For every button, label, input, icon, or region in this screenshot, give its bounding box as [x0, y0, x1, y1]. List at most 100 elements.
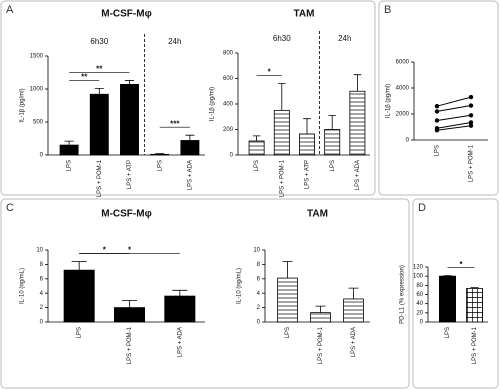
error-bar	[252, 135, 261, 141]
y-tick-label: 1000	[30, 87, 44, 93]
chart-title: TAM	[307, 209, 328, 220]
panel-box	[412, 198, 499, 389]
y-tick-label: 4	[257, 291, 261, 297]
point	[468, 123, 474, 128]
bar	[273, 109, 290, 156]
y-tick-label: 200	[223, 127, 234, 133]
panel-box	[0, 0, 376, 196]
panel-box	[0, 198, 410, 389]
error-bar	[121, 300, 138, 308]
x-tick-label: LPS	[435, 145, 441, 156]
y-tick-label: 20	[416, 310, 423, 316]
x-tick-label: LPS + POM-1	[472, 326, 478, 364]
panel-box	[378, 0, 499, 196]
point	[468, 113, 474, 118]
y-tick-label: 400	[223, 102, 234, 108]
x-tick-label: LPS + POM-1	[469, 144, 475, 182]
y-tick-label: 80	[416, 283, 423, 289]
y-tick-label: 600	[223, 76, 234, 82]
error-bar	[303, 118, 311, 134]
point	[468, 103, 474, 108]
x-tick-label: LPS + ADA	[187, 160, 193, 190]
bar	[114, 307, 146, 323]
panel-label: D	[418, 202, 426, 214]
significance-label: *	[268, 68, 272, 77]
significance-label: **	[96, 65, 103, 74]
bar	[310, 312, 331, 323]
x-tick-label: LPS	[67, 160, 73, 171]
error-bar	[282, 261, 293, 279]
bar	[150, 153, 170, 156]
y-tick-label: 100	[413, 274, 424, 280]
bar	[349, 90, 366, 156]
error-bar	[278, 83, 286, 111]
chart-title: M-CSF-Mφ	[101, 9, 151, 20]
y-tick-label: 0	[40, 153, 44, 159]
chart-title: TAM	[294, 9, 315, 20]
y-tick-label: 120	[413, 265, 424, 271]
x-tick-label: LPS	[330, 160, 336, 171]
group-label: 24h	[168, 37, 181, 46]
y-tick-label: 2	[257, 305, 261, 311]
bar	[120, 83, 139, 156]
y-axis-label: IL-10 (ng/mL)	[20, 268, 26, 304]
point	[434, 104, 440, 109]
point	[434, 128, 440, 133]
y-axis-label: PD-L1 (% expression)	[400, 265, 406, 324]
y-tick-label: 60	[416, 292, 423, 298]
y-tick-label: 0	[420, 320, 424, 326]
significance-label: *	[459, 260, 463, 269]
y-tick-label: 0	[40, 320, 44, 326]
bar	[180, 140, 200, 156]
y-axis-label: IL-10 (ng/mL)	[237, 268, 243, 304]
x-tick-label: LPS	[254, 160, 260, 171]
y-tick-label: 8	[257, 262, 261, 268]
group-label: 6h30	[273, 34, 291, 43]
series-line	[436, 121, 472, 129]
y-axis-label: IL-1β (pg/ml)	[20, 88, 26, 122]
error-bar	[470, 287, 479, 289]
y-tick-label: 4	[40, 291, 44, 297]
error-bar	[185, 134, 195, 141]
point	[468, 120, 474, 125]
significance-label: ***	[170, 119, 180, 128]
series-line	[436, 114, 472, 121]
point	[434, 118, 440, 123]
y-axis-label: IL-1β (pg/ml)	[386, 84, 392, 118]
error-bar	[71, 261, 87, 271]
y-tick-label: 0	[406, 138, 410, 144]
error-bar	[328, 115, 336, 130]
series-line	[436, 96, 472, 107]
error-bar	[64, 140, 74, 146]
y-tick-label: 2000	[396, 112, 410, 118]
x-tick-label: LPS + ADA	[355, 160, 361, 190]
y-tick-label: 6000	[396, 60, 410, 66]
x-tick-label: LPS	[157, 160, 163, 171]
x-tick-label: LPS + ADA	[177, 327, 183, 357]
bar	[248, 140, 265, 156]
bar	[59, 144, 79, 156]
significance-label: **	[81, 72, 88, 81]
error-bar	[348, 287, 359, 299]
panel-label: A	[6, 4, 14, 16]
y-tick-label: 10	[36, 248, 43, 254]
significance-label: *	[128, 246, 132, 255]
y-axis-label: IL-1β (pg/ml)	[210, 87, 216, 121]
significance-label: *	[103, 246, 107, 255]
x-tick-label: LPS	[445, 327, 451, 338]
bar	[465, 288, 483, 323]
x-tick-label: LPS	[285, 327, 291, 338]
x-tick-label: LPS	[77, 327, 83, 338]
bar	[438, 275, 456, 323]
y-tick-label: 6	[257, 276, 261, 282]
error-bar	[124, 80, 135, 85]
series-line	[436, 105, 472, 112]
y-tick-label: 0	[257, 320, 261, 326]
x-tick-label: LPS + ATP	[127, 160, 133, 189]
group-label: 6h30	[90, 37, 108, 46]
point	[468, 94, 474, 100]
y-tick-label: 500	[33, 120, 44, 126]
bar	[63, 269, 95, 323]
x-tick-label: LPS + POM-1	[127, 326, 133, 364]
